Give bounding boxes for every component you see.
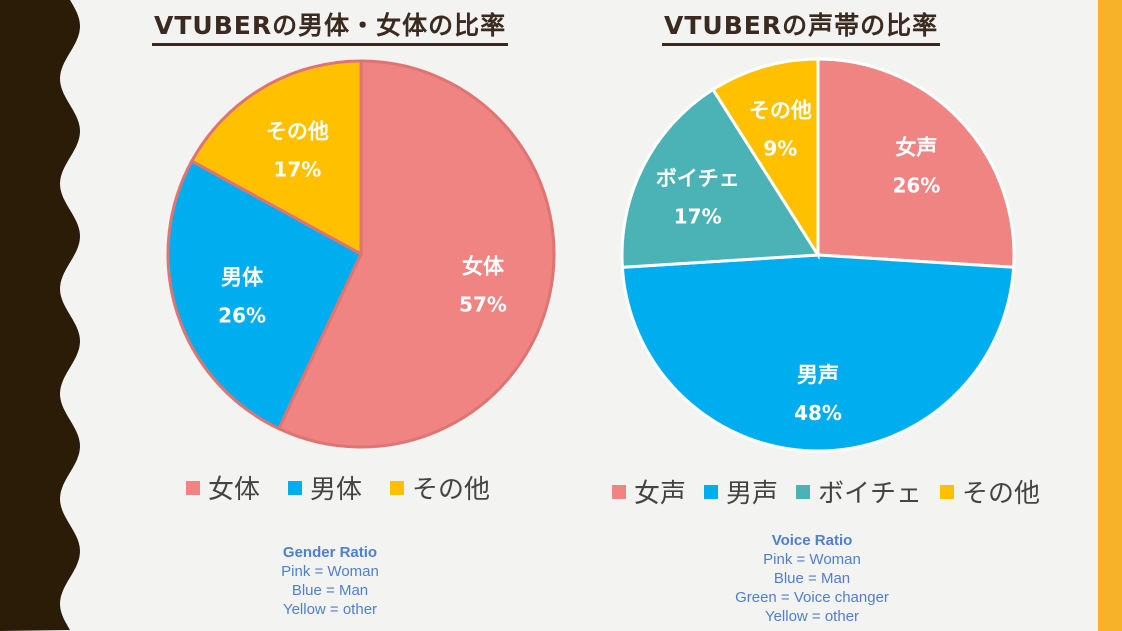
gender-pie-chart: 女体 57% 男体 26% その他 17% [166, 59, 556, 449]
slice-category-label: 男声 [797, 363, 839, 387]
legend-swatch [390, 480, 405, 495]
gender-legend: 女体 男体 その他 [186, 469, 518, 506]
slice-category-label: 女声 [895, 136, 937, 160]
legend-item: 女声 [612, 473, 686, 510]
note-heading: Voice Ratio [771, 532, 853, 549]
slice-percent-label: 17% [273, 157, 321, 181]
voice-pie-chart: 女声 26% 男声 48% ボイチェ 17% その他 9% [620, 57, 1016, 453]
legend-label: 男体 [310, 475, 363, 505]
legend-item: その他 [940, 473, 1040, 510]
voice-chart-title: VTUBERの声帯の比率 [662, 6, 941, 46]
pie-slice-3 [620, 87, 821, 269]
legend-label: ボイチェ [818, 479, 923, 509]
legend-swatch [612, 484, 626, 499]
note-line: Yellow = other [764, 608, 860, 625]
slice-percent-label: 26% [218, 304, 266, 328]
slice-category-label: その他 [266, 119, 329, 143]
slice-category-label: 男体 [221, 266, 264, 290]
legend-label: その他 [962, 479, 1041, 509]
note-line: Blue = Man [773, 570, 851, 587]
wavy-left-band [0, 0, 80, 631]
slice-category-label: 女体 [462, 254, 505, 278]
pie-slice-2 [620, 253, 1016, 453]
legend-item: 男声 [704, 473, 778, 510]
pie-slice-4 [710, 57, 820, 261]
slice-percent-label: 9% [763, 136, 797, 160]
gender-chart-title: VTUBERの男体・女体の比率 [152, 6, 509, 46]
note-line: Blue = Man [291, 582, 369, 599]
legend-swatch [940, 484, 955, 499]
slice-percent-label: 26% [892, 174, 940, 198]
slice-percent-label: 17% [674, 205, 722, 229]
pie-slice-1 [816, 57, 1016, 269]
note-heading: Gender Ratio [282, 544, 378, 561]
note-line: Pink = Woman [281, 563, 379, 580]
legend-label: 女声 [634, 479, 687, 509]
legend-swatch [796, 484, 811, 499]
legend-swatch [288, 480, 303, 495]
voice-ratio-note: Voice Ratio Pink = Woman Blue = Man Gree… [712, 531, 912, 626]
legend-label: その他 [412, 475, 491, 505]
legend-item: ボイチェ [796, 473, 922, 510]
legend-label: 女体 [208, 475, 261, 505]
pie-slice-1 [276, 59, 556, 449]
legend-item: 女体 [186, 469, 260, 506]
legend-label: 男声 [726, 479, 779, 509]
right-accent-band [1098, 0, 1122, 631]
voice-legend: 女声 男声 ボイチェ その他 [612, 473, 1058, 510]
slice-category-label: その他 [749, 98, 812, 122]
note-line: Yellow = other [282, 601, 378, 618]
legend-item: その他 [390, 469, 490, 506]
legend-swatch [704, 484, 719, 499]
gender-ratio-note: Gender Ratio Pink = Woman Blue = Man Yel… [230, 543, 430, 619]
slice-category-label: ボイチェ [656, 167, 740, 191]
slice-percent-label: 57% [459, 292, 507, 316]
legend-item: 男体 [288, 469, 362, 506]
slice-percent-label: 48% [794, 401, 842, 425]
note-line: Green = Voice changer [735, 589, 889, 606]
note-line: Pink = Woman [763, 551, 861, 568]
pie-slice-3 [189, 59, 363, 257]
legend-swatch [186, 480, 200, 495]
